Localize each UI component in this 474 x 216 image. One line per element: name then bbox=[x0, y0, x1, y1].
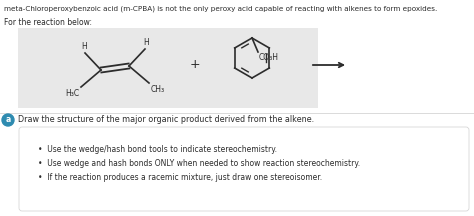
Text: For the reaction below:: For the reaction below: bbox=[4, 18, 92, 27]
Text: +: + bbox=[190, 59, 201, 71]
FancyBboxPatch shape bbox=[19, 127, 469, 211]
Circle shape bbox=[2, 114, 14, 126]
Text: CH₃: CH₃ bbox=[151, 85, 165, 94]
Text: H: H bbox=[81, 42, 87, 51]
Text: Draw the structure of the major organic product derived from the alkene.: Draw the structure of the major organic … bbox=[18, 116, 314, 124]
Text: •  Use wedge and hash bonds ONLY when needed to show reaction stereochemistry.: • Use wedge and hash bonds ONLY when nee… bbox=[38, 159, 360, 167]
Text: •  Use the wedge/hash bond tools to indicate stereochemistry.: • Use the wedge/hash bond tools to indic… bbox=[38, 145, 277, 154]
Text: •  If the reaction produces a racemic mixture, just draw one stereoisomer.: • If the reaction produces a racemic mix… bbox=[38, 173, 322, 181]
FancyBboxPatch shape bbox=[18, 28, 318, 108]
Text: meta-Chloroperoxybenzoic acid (m-CPBA) is not the only peroxy acid capable of re: meta-Chloroperoxybenzoic acid (m-CPBA) i… bbox=[4, 5, 437, 11]
Text: H₃C: H₃C bbox=[65, 89, 79, 98]
Text: CO₃H: CO₃H bbox=[259, 53, 279, 62]
Text: a: a bbox=[5, 116, 10, 124]
Text: H: H bbox=[143, 38, 149, 47]
